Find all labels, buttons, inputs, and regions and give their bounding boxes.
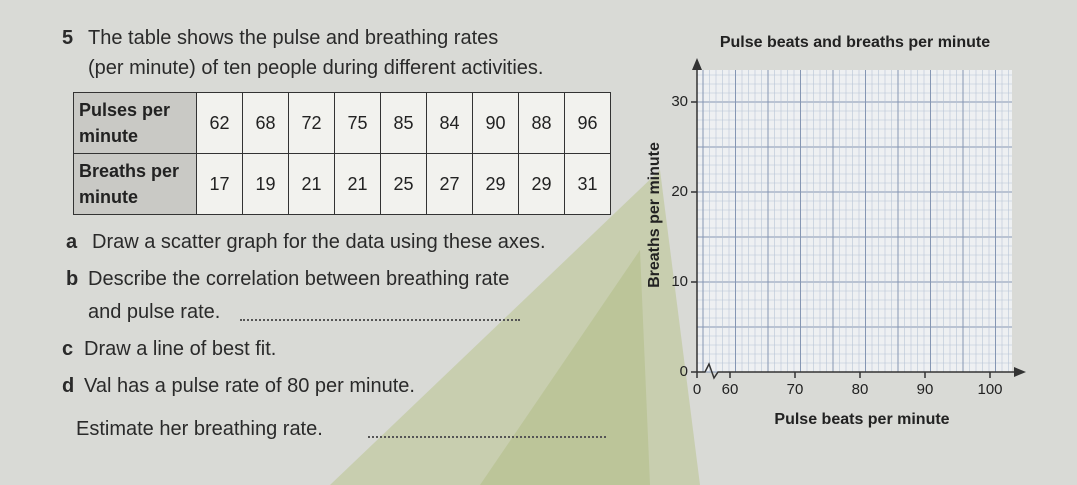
table-cell: 29 [472,153,519,215]
y-tick-label: 30 [671,93,688,110]
part-text: Draw a line of best fit. [84,338,277,360]
grid-background [697,70,1012,372]
table-cell: 17 [196,153,243,215]
table-cell: 29 [518,153,565,215]
y-tick-label: 20 [671,183,688,200]
y-arrow [692,58,702,70]
table-cell: 90 [472,92,519,154]
y-tick-label: 0 [680,363,688,380]
table-cell: 19 [242,153,289,215]
part-label: c [62,338,74,360]
x-arrow [1014,367,1026,377]
table-cell: 31 [564,153,611,215]
part-text: Val has a pulse rate of 80 per minute. [84,375,415,397]
x-tick-label: 0 [693,381,701,398]
x-tick-label: 60 [722,381,739,398]
table-cell: 27 [426,153,473,215]
answer-line [368,436,606,438]
intro-line: The table shows the pulse and breathing … [88,27,499,49]
x-tick-label: 70 [787,381,804,398]
y-tick-label: 10 [671,273,688,290]
table-cell: 21 [288,153,335,215]
x-axis-label: Pulse beats per minute [774,411,949,428]
answer-line [240,319,520,321]
row-header: Pulses per minute [73,92,197,154]
part-text: Estimate her breathing rate. [76,418,323,440]
shade [480,250,650,485]
table-cell: 25 [380,153,427,215]
y-axis-label: Breaths per minute [646,142,663,288]
table-cell: 96 [564,92,611,154]
table-cell: 62 [196,92,243,154]
part-text: Draw a scatter graph for the data using … [92,231,546,253]
table-row: Breaths per minute 17 19 21 21 25 27 29 29 31 [73,153,611,215]
x-tick-label: 90 [917,381,934,398]
part-label: d [62,375,75,397]
table-cell: 68 [242,92,289,154]
x-tick-label: 100 [977,381,1002,398]
shade [330,170,700,485]
row-header: Breaths per minute [73,153,197,215]
table-cell: 88 [518,92,565,154]
table-row: Pulses per minute 62 68 72 75 85 84 90 88 96 [73,92,611,154]
part-label: a [66,231,78,253]
x-axis [697,362,1018,380]
x-tick-label: 80 [852,381,869,398]
part-label: b [66,268,79,290]
graph-title: Pulse beats and breaths per minute [720,34,990,51]
part-text: Describe the correlation between breathi… [88,268,510,290]
intro-line: (per minute) of ten people during differ… [88,57,544,79]
question-number: 5 [62,27,74,49]
data-table: Pulses per minute 62 68 72 75 85 84 90 88 96 Brea… [73,92,611,215]
part-text: and pulse rate. [88,301,221,323]
